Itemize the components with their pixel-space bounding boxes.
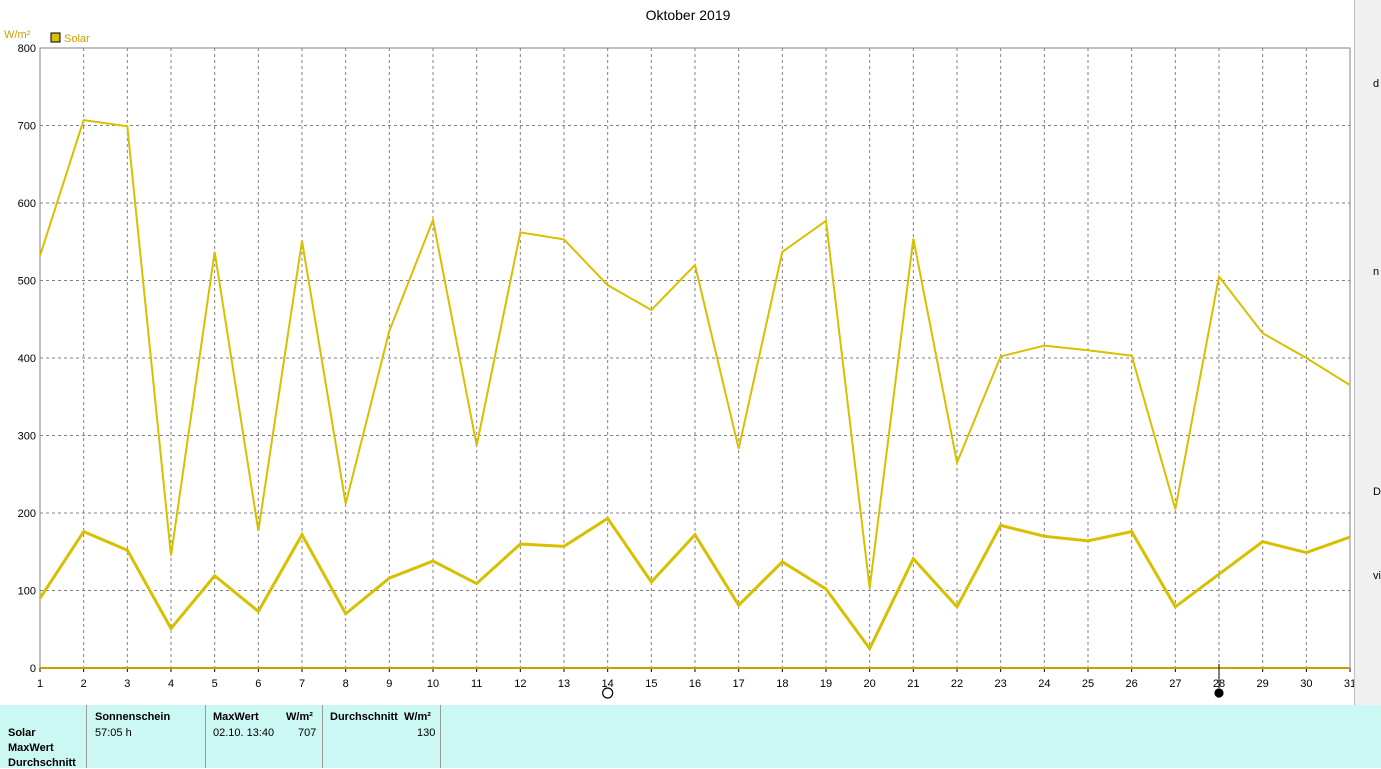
x-tick-label: 4 [168,678,174,690]
full-moon-marker [602,687,614,699]
stats-column-sonnenschein: Sonnenschein 57:05 h [86,705,206,768]
x-tick-label: 26 [1126,678,1138,690]
legend: Solar [50,32,90,45]
x-tick-label: 19 [820,678,832,690]
maxwert-header: MaxWert [213,711,259,723]
chart-title: Oktober 2019 [646,7,731,23]
sonnenschein-header: Sonnenschein [95,711,171,723]
edge-glyph-4: vi [1373,570,1381,582]
grid [40,48,1350,668]
stats-labels-column: Solar MaxWert Durchschnitt [0,705,86,769]
series-line-2 [38,516,1351,652]
durchschnitt-value: 130 [417,727,436,739]
row-label-maxwert: MaxWert [8,742,54,754]
x-tick-label: 13 [558,678,570,690]
x-tick-label: 3 [124,678,130,690]
legend-swatch-solar [50,32,61,43]
durchschnitt-header: Durchschnitt [330,711,398,723]
right-window-edge: d n D vi [1354,0,1381,705]
legend-label-solar: Solar [64,33,90,45]
maxwert-unit: W/m² [286,711,313,723]
stats-column-maxwert: MaxWert W/m² 02.10. 13:40 707 [205,705,323,768]
x-tick-label: 5 [212,678,218,690]
y-tick-label: 100 [18,586,36,598]
x-tick-label: 22 [951,678,963,690]
x-tick-label: 7 [299,678,305,690]
x-tick-label: 12 [514,678,526,690]
x-tick-label: 23 [995,678,1007,690]
series-layer [38,118,1351,652]
edge-glyph-1: d [1373,78,1380,90]
y-tick-label: 700 [18,121,36,133]
stats-column-durchschnitt: Durchschnitt W/m² 130 [322,705,441,768]
x-tick-label: 11 [471,678,482,690]
y-axis-unit: W/m² [4,29,31,41]
row-label-solar: Solar [8,727,36,739]
x-tick-label: 20 [864,678,876,690]
maxwert-datetime: 02.10. 13:40 [213,727,275,739]
sonnenschein-value: 57:05 h [95,727,132,739]
x-tick-label: 14 [602,678,614,690]
x-tick-label: 6 [255,678,261,690]
y-tick-label: 600 [18,198,36,210]
series-line-1 [39,118,1351,589]
x-tick-label: 2 [81,678,87,690]
edge-glyph-3: D [1373,486,1381,498]
x-tick-label: 30 [1300,678,1312,690]
y-tick-label: 0 [30,663,36,675]
y-tick-label: 200 [18,508,36,520]
y-tick-label: 300 [18,431,36,443]
x-tick-label: 27 [1169,678,1181,690]
x-tick-label: 1 [37,678,43,690]
stats-column-end [440,705,442,768]
maxwert-value: 707 [298,727,317,739]
x-tick-label: 29 [1257,678,1269,690]
x-tick-label: 24 [1038,678,1050,690]
x-tick-label: 8 [343,678,349,690]
solar-chart: Oktober 2019 W/m² Solar 0 100 200 300 400 500… [4,7,1354,699]
x-tick-label: 25 [1082,678,1094,690]
x-tick-label: 21 [907,678,919,690]
new-moon-marker [1214,688,1224,698]
y-tick-label: 800 [18,43,36,55]
x-tick-label: 15 [645,678,657,690]
x-tick-label: 16 [689,678,701,690]
x-tick-label: 18 [776,678,788,690]
x-tick-label: 10 [427,678,439,690]
x-tick-label: 9 [386,678,392,690]
y-tick-label: 500 [18,276,36,288]
stats-table: Solar MaxWert Durchschnitt Sonnenschein … [0,705,1381,769]
durchschnitt-unit: W/m² [404,711,431,723]
edge-glyph-2: n [1373,266,1380,278]
row-label-durchschnitt: Durchschnitt [8,757,76,769]
y-tick-label: 400 [18,353,36,365]
marker-layer [602,664,1224,699]
x-tick-label: 31 [1344,678,1354,690]
x-tick-label: 17 [733,678,745,690]
